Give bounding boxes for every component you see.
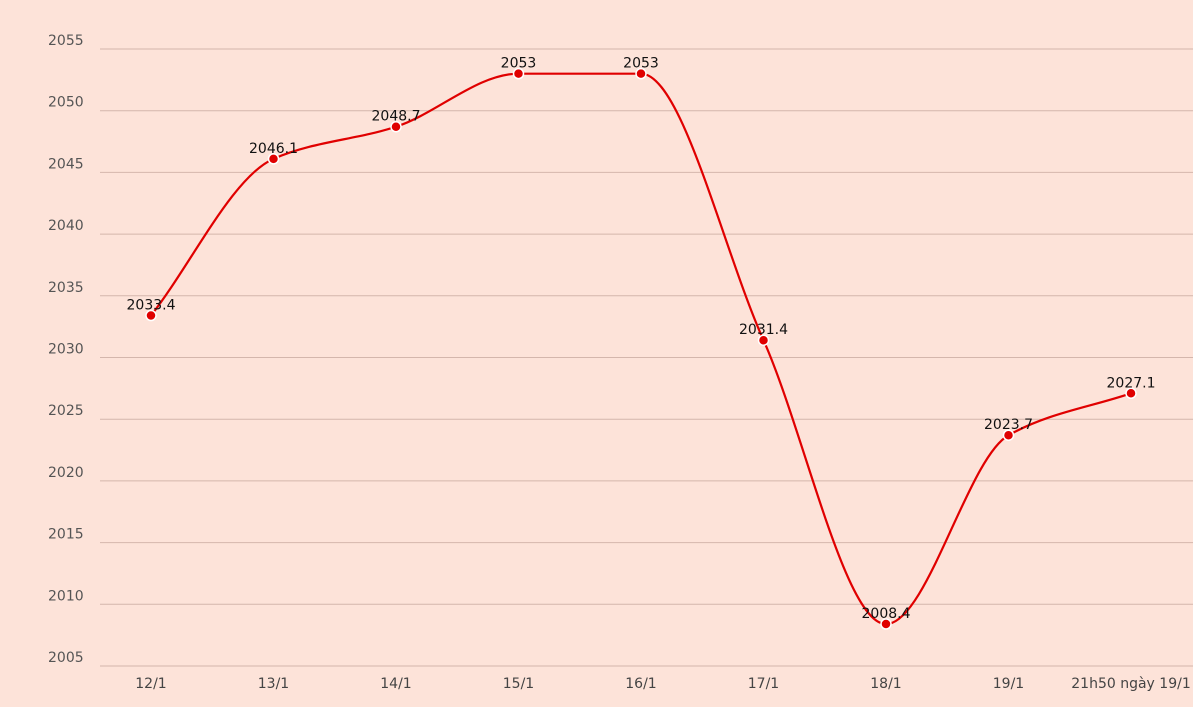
x-tick-label: 19/1 <box>993 676 1024 692</box>
x-tick-label: 15/1 <box>503 676 534 692</box>
data-point <box>880 618 892 630</box>
x-tick-label: 16/1 <box>625 676 656 692</box>
data-points <box>145 67 1137 630</box>
x-axis-ticks: 12/1 13/1 14/1 15/1 16/1 17/1 18/1 19/1 21h50 ng… <box>135 676 1190 692</box>
data-point <box>145 309 157 322</box>
y-tick-label: 2010 <box>48 588 84 604</box>
data-point <box>635 67 647 80</box>
y-tick-label: 2040 <box>48 218 84 234</box>
data-point <box>1125 387 1137 400</box>
data-point <box>1002 429 1015 441</box>
series-line <box>149 72 1133 626</box>
x-tick-label: 13/1 <box>258 676 289 692</box>
y-tick-label: 2050 <box>48 95 84 111</box>
y-tick-label: 2015 <box>48 527 84 543</box>
data-label: 2023.7 <box>984 417 1033 433</box>
data-label: 2033.4 <box>127 298 176 314</box>
y-tick-label: 2035 <box>48 280 84 296</box>
x-tick-label: 14/1 <box>380 676 411 692</box>
x-tick-label: 12/1 <box>135 676 166 692</box>
gridlines <box>100 48 1193 667</box>
data-label: 2008.4 <box>862 606 911 622</box>
data-label: 2046.1 <box>249 141 298 157</box>
data-label: 2027.1 <box>1107 375 1156 391</box>
y-tick-label: 2055 <box>48 33 84 49</box>
x-tick-label: 21h50 ngày 19/1 <box>1071 676 1190 692</box>
y-tick-label: 2025 <box>48 403 84 419</box>
data-point <box>512 67 525 80</box>
y-tick-label: 2020 <box>48 465 84 481</box>
data-label: 2031.4 <box>739 322 788 338</box>
x-tick-label: 18/1 <box>870 676 901 692</box>
data-label: 2048.7 <box>372 109 421 125</box>
y-tick-label: 2030 <box>48 342 84 358</box>
y-tick-label: 2005 <box>48 650 84 666</box>
data-point <box>390 120 402 133</box>
y-tick-label: 2045 <box>48 156 84 172</box>
y-axis-ticks: 2005 2010 2015 2020 2025 2030 2035 2040 2045 2050… <box>48 33 84 666</box>
data-label: 2053 <box>623 56 659 72</box>
x-tick-label: 17/1 <box>748 676 779 692</box>
data-label: 2053 <box>501 56 537 72</box>
data-point <box>757 334 770 346</box>
data-point <box>267 153 280 165</box>
data-labels: 2033.4 2046.1 2048.7 2053 2053 2031.4 2008.4 20… <box>127 56 1156 622</box>
